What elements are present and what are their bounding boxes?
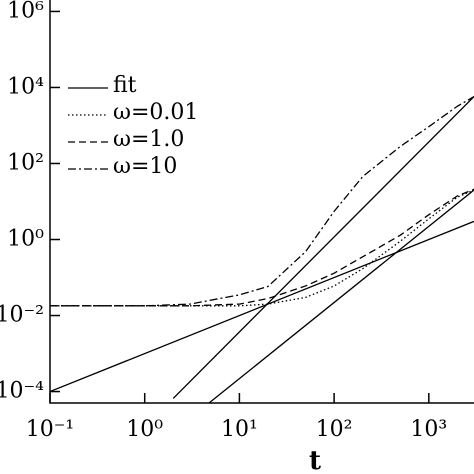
- series-line: [172, 96, 474, 399]
- legend-label: fit: [113, 73, 137, 98]
- y-tick-label: 10⁶: [7, 0, 44, 23]
- series-line: [208, 189, 474, 403]
- series-line: [50, 189, 474, 307]
- x-axis-label: t: [309, 446, 321, 474]
- y-tick-label: 10⁴: [7, 74, 44, 99]
- series-line: [50, 188, 474, 307]
- y-tick-label: 10⁻⁴: [0, 379, 44, 404]
- legend-label: ω=10: [113, 154, 177, 179]
- x-tick-label: 10²: [316, 417, 353, 442]
- axis-frame: [49, 0, 474, 404]
- y-tick-label: 10²: [7, 150, 44, 175]
- y-tick-label: 10⁰: [7, 227, 44, 252]
- y-tick-label: 10⁻²: [0, 303, 44, 328]
- legend-label: ω=1.0: [113, 127, 184, 152]
- x-tick-label: 10⁻¹: [26, 417, 74, 442]
- legend-label: ω=0.01: [113, 100, 198, 125]
- plot-area: [50, 96, 474, 403]
- x-tick-label: 10⁰: [126, 417, 163, 442]
- series-line: [50, 96, 474, 307]
- x-tick-label: 10¹: [221, 417, 258, 442]
- series-line: [50, 220, 474, 393]
- x-tick-label: 10³: [410, 417, 447, 442]
